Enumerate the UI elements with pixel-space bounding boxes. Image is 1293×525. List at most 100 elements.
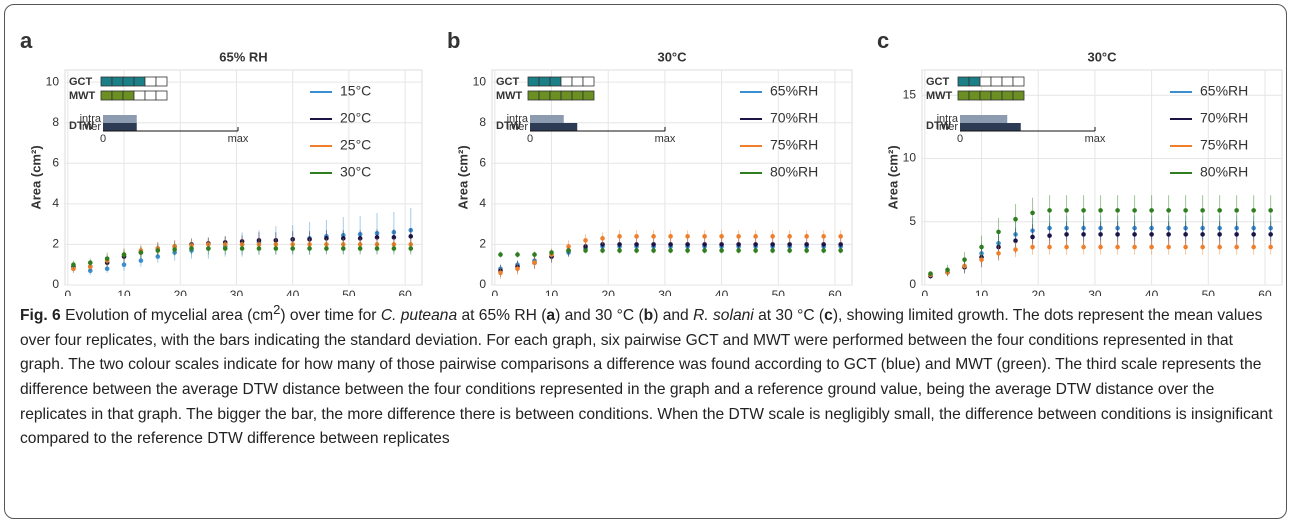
y-tick-label: 10 (473, 74, 487, 88)
data-point (273, 246, 279, 251)
y-tick-label: 8 (52, 115, 59, 129)
data-point (290, 242, 295, 247)
data-point (515, 252, 520, 257)
scale-box (538, 76, 551, 87)
data-point (1047, 233, 1052, 238)
scale-box (538, 90, 551, 101)
data-point (600, 242, 605, 247)
caption-text: ) over time for (280, 307, 381, 325)
caption-text: at 65% RH ( (457, 307, 547, 325)
data-point (651, 234, 656, 239)
scale-label: GCT (926, 76, 950, 88)
data-point (1115, 208, 1120, 213)
data-point (753, 242, 758, 247)
data-point (104, 266, 110, 272)
data-point (928, 271, 933, 276)
data-point (1081, 244, 1086, 250)
data-point (340, 236, 346, 241)
caption-panel: a (546, 307, 556, 325)
data-point (668, 234, 673, 239)
scale-box (571, 76, 584, 87)
data-point (324, 246, 329, 251)
data-point (787, 248, 792, 253)
scale-box (979, 90, 992, 101)
legend-label: 20°C (340, 110, 371, 126)
scale-label: MWT (496, 90, 523, 102)
data-point (206, 246, 211, 251)
data-point (600, 236, 605, 241)
data-point (1013, 247, 1018, 252)
scale-box (111, 76, 124, 87)
data-point (273, 242, 279, 247)
x-tick-label: 60 (828, 288, 842, 296)
scale-box (144, 90, 157, 101)
caption-text: 2 (273, 302, 281, 317)
data-point (1098, 225, 1103, 231)
data-point (1030, 228, 1035, 233)
data-point (391, 229, 397, 235)
data-point (239, 242, 245, 247)
data-point (206, 242, 211, 247)
scale-box (990, 90, 1003, 101)
data-point (1030, 210, 1035, 216)
data-point (256, 238, 262, 243)
data-point (685, 242, 690, 247)
x-tick-label: 50 (1202, 288, 1216, 296)
data-point (1013, 232, 1018, 237)
data-point (1013, 216, 1018, 222)
scale-box (527, 76, 540, 87)
data-point (155, 248, 161, 253)
data-point (1098, 244, 1103, 250)
scale-box (122, 76, 135, 87)
data-point (753, 234, 758, 239)
scale-label: DTW (69, 120, 95, 132)
x-tick-label: 50 (772, 288, 786, 296)
data-point (1064, 232, 1069, 237)
data-point (787, 234, 792, 239)
x-tick-label: 30 (658, 288, 672, 296)
data-point (787, 242, 792, 247)
chart-title: 65% RH (219, 49, 267, 64)
x-tick-label: 50 (342, 288, 356, 296)
legend-label: 25°C (340, 137, 371, 153)
data-point (1064, 225, 1069, 231)
dtw-bar (960, 115, 1008, 123)
data-point (87, 264, 93, 270)
data-point (617, 234, 622, 239)
data-point (290, 237, 295, 242)
scale-box (100, 76, 113, 87)
data-point (307, 237, 312, 242)
legend-label: 70%RH (770, 110, 818, 126)
data-point (121, 262, 127, 268)
y-tick-label: 4 (52, 196, 59, 210)
y-tick-label: 6 (479, 155, 486, 169)
scale-box (122, 90, 135, 101)
data-point (719, 248, 724, 253)
data-point (1217, 232, 1222, 237)
data-point (668, 248, 673, 253)
data-point (256, 246, 262, 251)
scale-label: GCT (496, 76, 520, 88)
data-point (1149, 244, 1154, 250)
dtw-bar-label: inter (507, 121, 529, 133)
data-point (1183, 244, 1188, 250)
data-point (702, 248, 707, 253)
data-point (583, 248, 588, 253)
data-point (357, 242, 363, 247)
y-tick-label: 15 (903, 87, 917, 101)
data-point (104, 256, 110, 261)
data-point (222, 242, 228, 247)
scale-box (560, 90, 573, 101)
data-point (821, 248, 826, 253)
legend-label: 65%RH (770, 83, 818, 99)
data-point (1132, 208, 1137, 213)
data-point (1081, 225, 1086, 231)
data-point (566, 248, 571, 253)
data-point (1268, 225, 1273, 231)
y-axis-label: Area (cm²) (455, 145, 470, 209)
scale-label: DTW (926, 120, 952, 132)
data-point (651, 242, 656, 247)
data-point (374, 230, 380, 236)
data-point (1251, 232, 1256, 237)
data-point (753, 248, 758, 253)
